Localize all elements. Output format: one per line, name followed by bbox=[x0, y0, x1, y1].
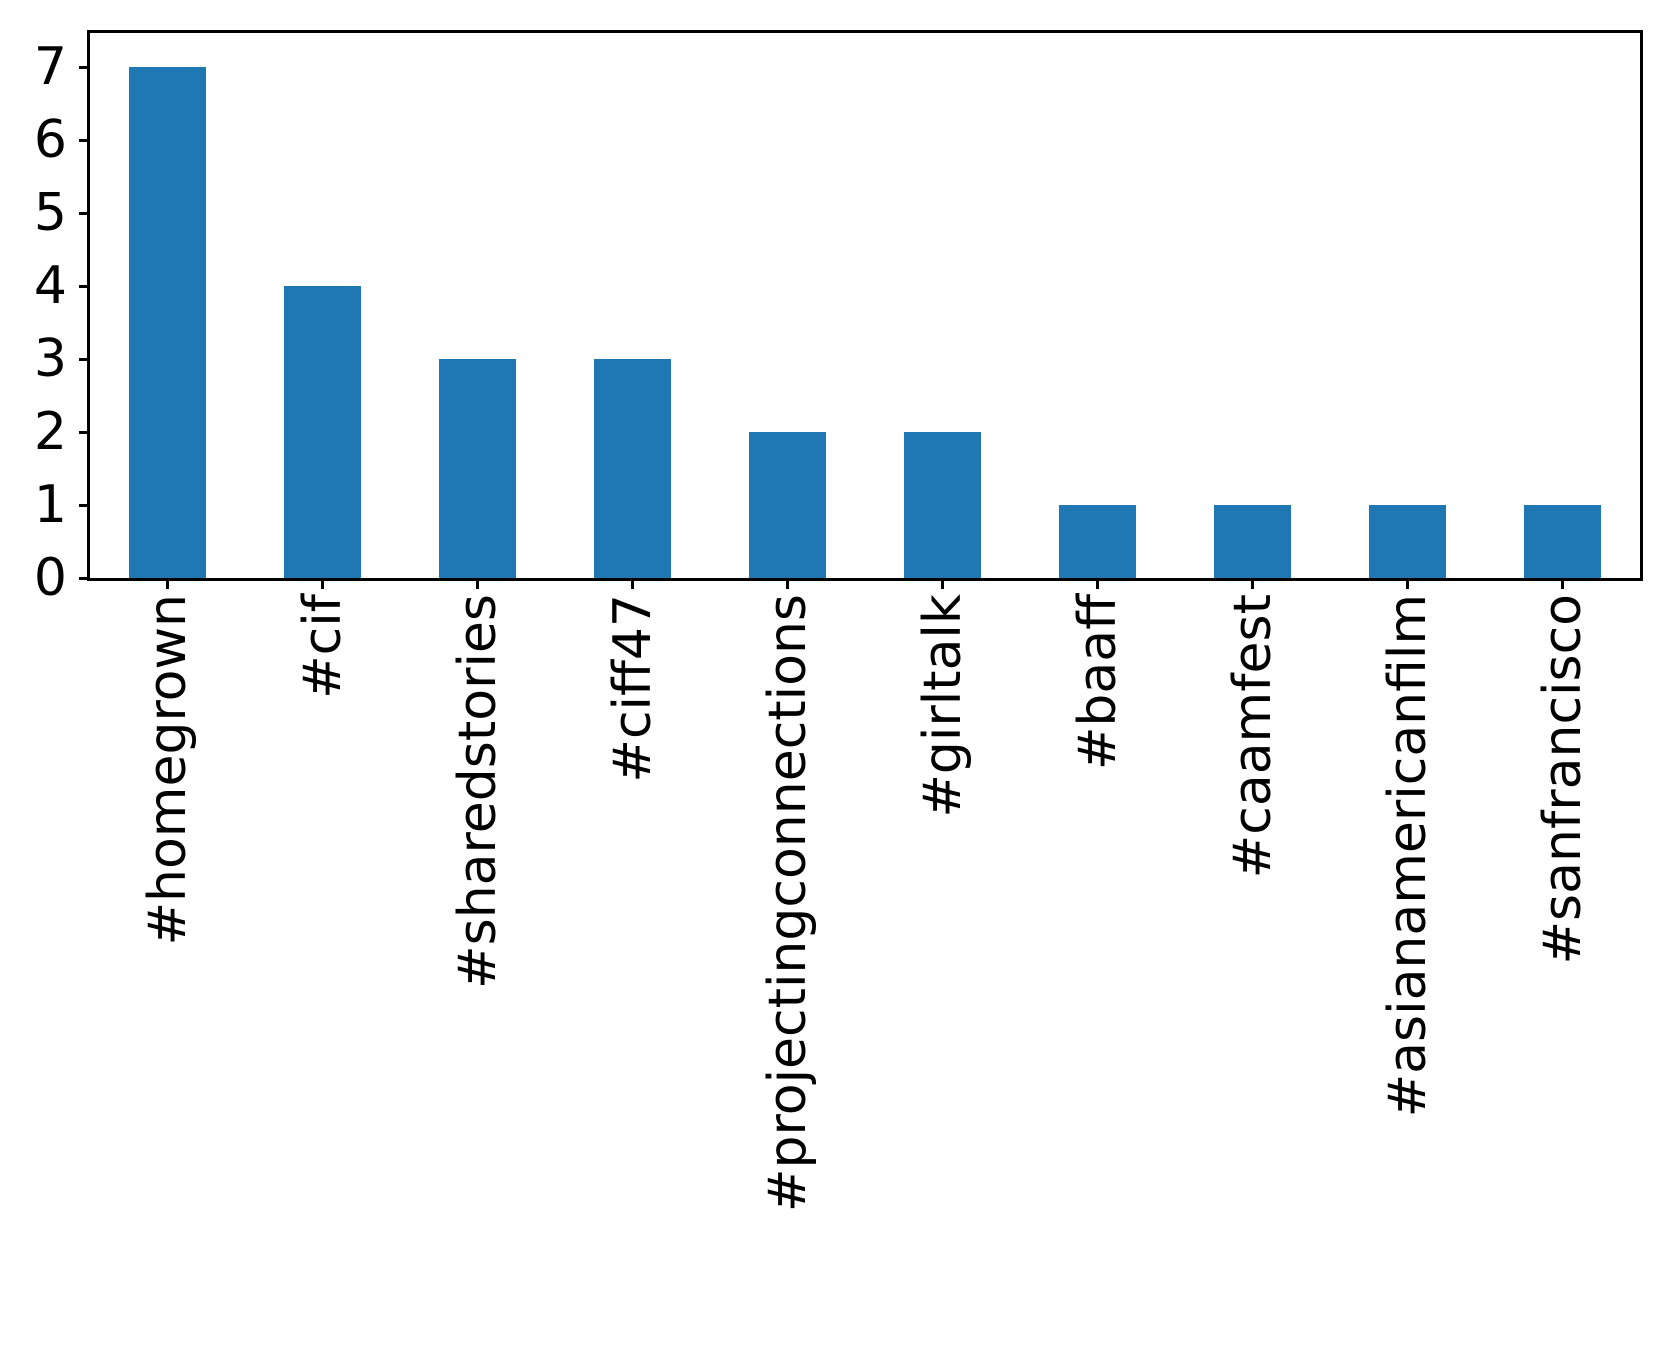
bar-sanfrancisco bbox=[1523, 505, 1602, 578]
x-tick-label-text: #sanfrancisco bbox=[1532, 594, 1593, 965]
x-tick-mark bbox=[1561, 581, 1564, 589]
bar-homegrown bbox=[128, 67, 207, 578]
bar-girltalk bbox=[903, 432, 982, 578]
y-tick-label: 1 bbox=[33, 475, 67, 535]
y-tick-label: 5 bbox=[33, 183, 67, 243]
y-tick-label: 3 bbox=[33, 329, 67, 389]
y-tick-label: 6 bbox=[33, 110, 67, 170]
x-tick-label-text: #girltalk bbox=[912, 594, 973, 818]
y-tick-mark bbox=[79, 65, 87, 69]
x-tick-label-text: #cif bbox=[292, 594, 353, 699]
x-tick-mark bbox=[166, 581, 169, 589]
y-tick-mark bbox=[79, 284, 87, 288]
x-tick-label: #girltalk bbox=[912, 594, 973, 822]
x-tick-mark bbox=[1251, 581, 1254, 589]
x-tick-label-text: #projectingconnections bbox=[757, 594, 818, 1213]
x-tick-label: #projectingconnections bbox=[757, 594, 818, 1216]
x-tick-label-text: #caamfest bbox=[1222, 594, 1283, 879]
x-tick-mark bbox=[1406, 581, 1409, 589]
plot-area bbox=[87, 30, 1643, 581]
x-tick-label-text: #homegrown bbox=[137, 594, 198, 946]
x-tick-label-text: #ciff47 bbox=[602, 594, 663, 783]
y-tick-mark bbox=[79, 357, 87, 361]
x-tick-label: #homegrown bbox=[137, 594, 198, 950]
bar-cif bbox=[283, 286, 362, 578]
y-tick-mark bbox=[79, 211, 87, 215]
y-tick-label: 4 bbox=[33, 256, 67, 316]
x-tick-mark bbox=[631, 581, 634, 589]
x-tick-mark bbox=[1096, 581, 1099, 589]
x-tick-label: #asianamericanfilm bbox=[1377, 594, 1438, 1121]
x-tick-mark bbox=[476, 581, 479, 589]
x-tick-mark bbox=[941, 581, 944, 589]
x-tick-label-text: #baaff bbox=[1067, 594, 1128, 771]
x-tick-label: #sanfrancisco bbox=[1532, 594, 1593, 969]
x-tick-label: #sharedstories bbox=[447, 594, 508, 993]
x-tick-label: #caamfest bbox=[1222, 594, 1283, 882]
y-tick-label: 0 bbox=[33, 548, 67, 608]
bar-sharedstories bbox=[438, 359, 517, 578]
bar-asianamericanfilm bbox=[1368, 505, 1447, 578]
x-tick-label: #ciff47 bbox=[602, 594, 663, 787]
x-tick-mark bbox=[321, 581, 324, 589]
x-tick-mark bbox=[786, 581, 789, 589]
x-tick-label: #cif bbox=[292, 594, 353, 703]
bar-ciff47 bbox=[593, 359, 672, 578]
bar-caamfest bbox=[1213, 505, 1292, 578]
y-tick-mark bbox=[79, 138, 87, 142]
x-tick-label-text: #sharedstories bbox=[447, 594, 508, 989]
y-tick-mark bbox=[79, 576, 87, 580]
y-tick-label: 7 bbox=[33, 37, 67, 97]
y-tick-label: 2 bbox=[33, 402, 67, 462]
y-tick-mark bbox=[79, 430, 87, 434]
bar-projectingconnections bbox=[748, 432, 827, 578]
bar-baaff bbox=[1058, 505, 1137, 578]
y-tick-mark bbox=[79, 503, 87, 507]
x-tick-label-text: #asianamericanfilm bbox=[1377, 594, 1438, 1118]
x-tick-label: #baaff bbox=[1067, 594, 1128, 774]
